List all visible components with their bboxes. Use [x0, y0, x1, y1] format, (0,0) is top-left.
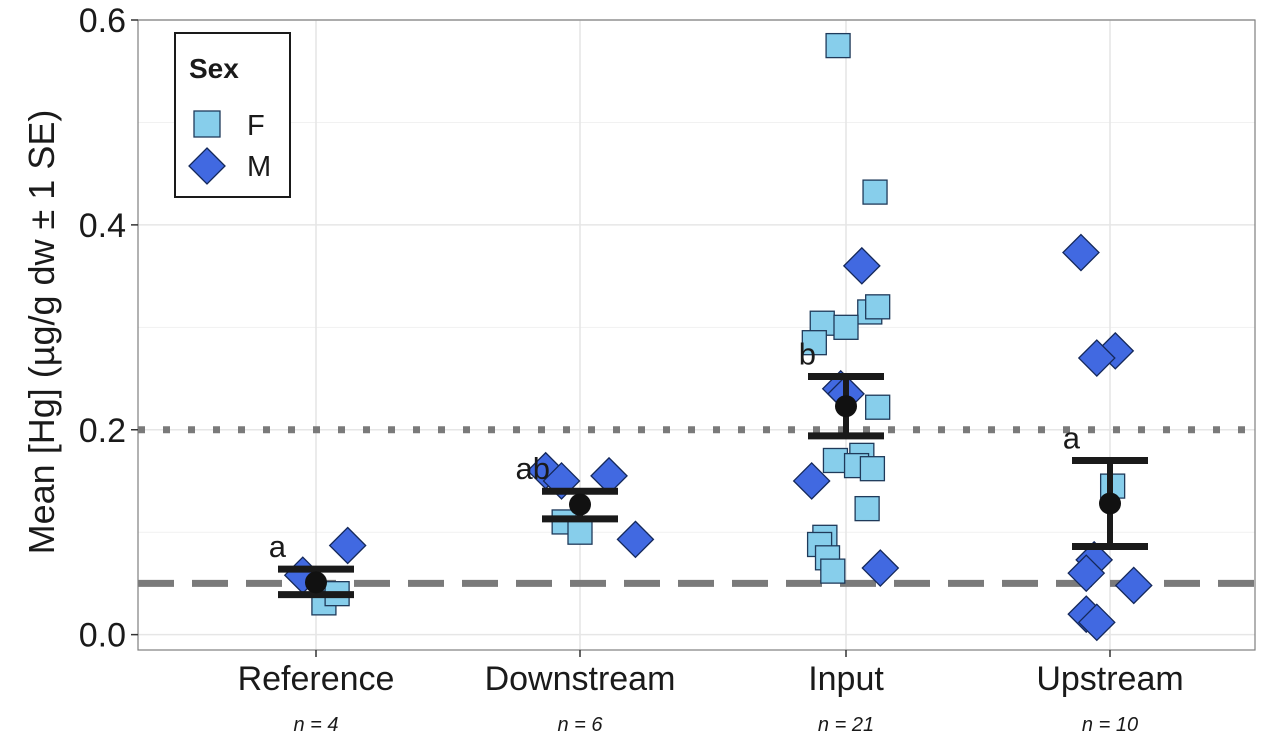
data-point-female [825, 32, 851, 59]
y-tick-label: 0.4 [79, 207, 126, 245]
data-point-female [820, 558, 846, 584]
legend-marker-female [193, 110, 221, 138]
mean-point [305, 571, 327, 594]
data-point-female [854, 495, 880, 522]
legend-title: Sex [189, 53, 239, 84]
significance-letter: a [1063, 420, 1081, 455]
significance-letter: ab [516, 451, 550, 486]
mean-point [1099, 492, 1121, 515]
data-point-female [862, 179, 888, 205]
data-points [283, 32, 1153, 642]
y-axis-title: Mean [Hg] (µg/g dw ± 1 SE) [21, 110, 62, 555]
data-point-male [328, 526, 367, 565]
x-tick-label: Reference [238, 660, 395, 698]
plot-panel-border [137, 19, 1256, 651]
x-tick-label: Downstream [485, 660, 676, 698]
data-point-female [801, 330, 827, 356]
legend-label-female: F [247, 110, 265, 142]
x-tick-label: Input [808, 660, 884, 698]
legend: Sex FM [174, 32, 291, 198]
data-point-male [1067, 554, 1106, 593]
data-point-male [792, 462, 831, 500]
data-point-female [567, 519, 593, 545]
data-point-female [865, 294, 891, 320]
data-point-male [1062, 233, 1100, 272]
y-tick-label: 0.0 [79, 617, 126, 655]
y-tick-label: 0.6 [79, 2, 126, 40]
data-point-female [822, 447, 849, 474]
data-point-female [865, 394, 891, 420]
data-point-male [1077, 603, 1116, 642]
mean-se-markers: a ab b a [269, 336, 1148, 599]
sample-size-label: n = 6 [557, 714, 603, 736]
data-point-male [842, 246, 881, 285]
x-axis: Reference n = 4 Downstream n = 6 Input n = 21… [238, 650, 1184, 736]
y-axis: 0.0 0.2 0.4 0.6 [79, 2, 138, 655]
data-point-male [861, 549, 900, 587]
significance-letter: a [269, 529, 287, 564]
mean-point [835, 395, 857, 418]
sample-size-label: n = 4 [293, 714, 338, 736]
data-point-male [1114, 566, 1153, 605]
sample-size-label: n = 21 [818, 714, 874, 736]
y-tick-label: 0.2 [79, 412, 126, 450]
sample-size-label: n = 10 [1082, 714, 1138, 736]
significance-letter: b [799, 336, 816, 371]
legend-marker-male [188, 147, 226, 185]
data-point-female [859, 456, 886, 482]
data-point-male [616, 520, 655, 559]
data-point-male [1077, 339, 1116, 377]
x-tick-label: Upstream [1036, 660, 1183, 698]
legend-label-male: M [247, 151, 271, 183]
data-point-female [833, 314, 859, 340]
mean-point [569, 493, 591, 516]
